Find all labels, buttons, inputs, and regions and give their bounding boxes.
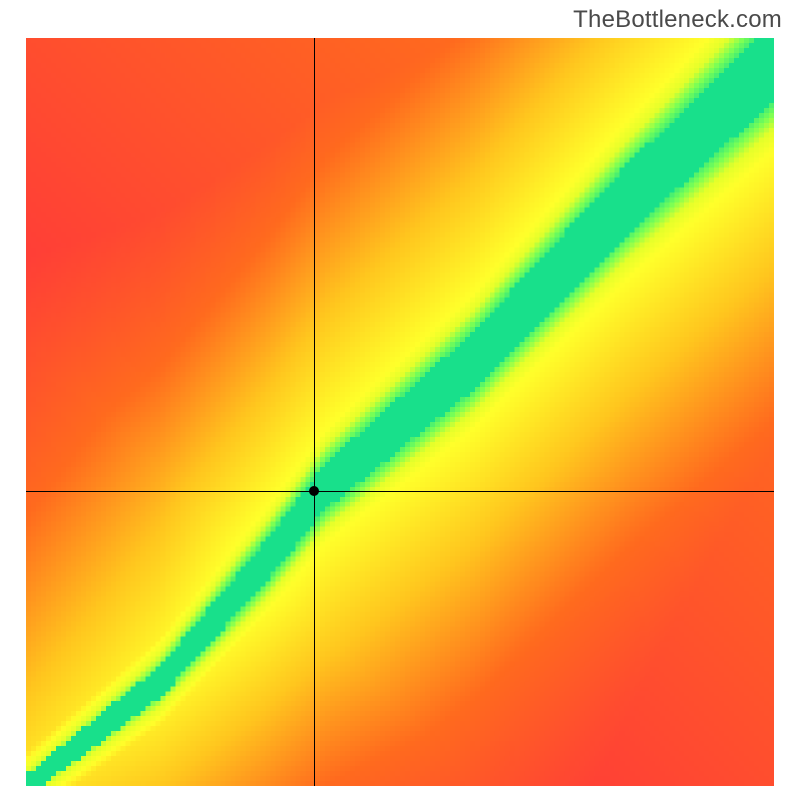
crosshair-marker [309,486,319,496]
crosshair-vertical [314,38,315,786]
chart-container: TheBottleneck.com [0,0,800,800]
crosshair-horizontal [26,491,774,492]
bottleneck-heatmap [26,38,774,786]
watermark-text: TheBottleneck.com [573,6,782,34]
